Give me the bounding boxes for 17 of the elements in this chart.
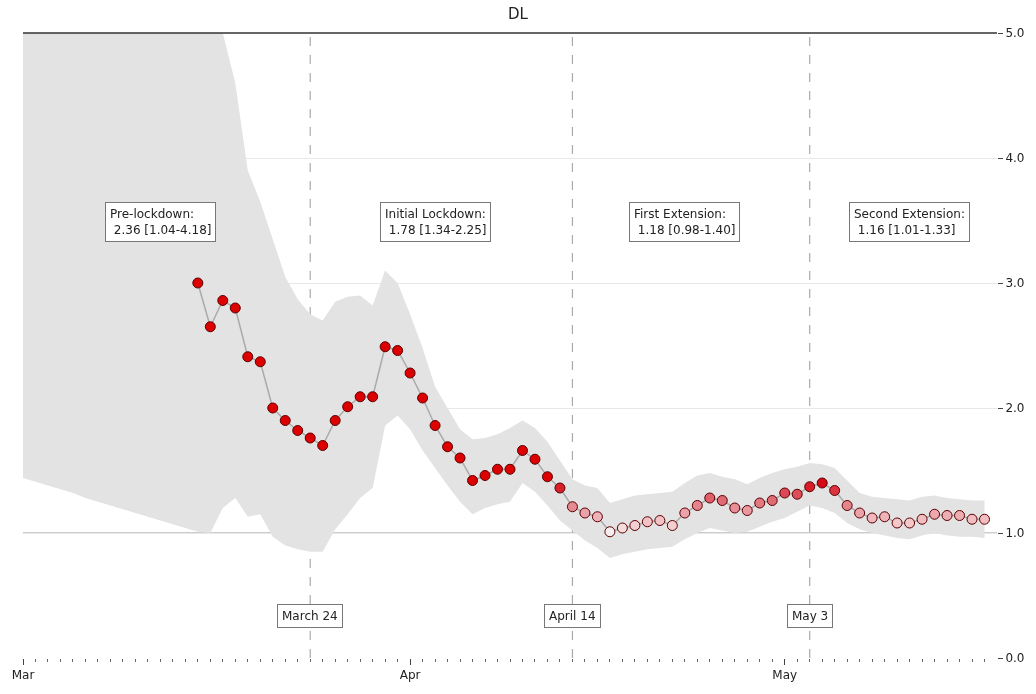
chart-title: DL [508,4,529,23]
y-tick-label: 1.0 [1005,526,1025,541]
x-tick-label: May [772,668,798,683]
y-tick-label: 3.0 [1005,276,1025,291]
annotation: Second Extension: 1.16 [1.01-1.33] [854,207,965,237]
ref-line-label: April 14 [549,609,596,623]
y-tick-label: 2.0 [1005,401,1025,416]
x-tick-label: Mar [11,668,35,683]
ref-line-label: March 24 [282,609,338,623]
y-tick-label: 0.0 [1005,651,1025,666]
y-tick-label: 5.0 [1005,26,1025,41]
y-tick-label: 4.0 [1005,151,1025,166]
x-tick-label: Apr [399,668,421,683]
annotation: First Extension: 1.18 [0.98-1.40] [634,207,736,237]
ref-line-label: May 3 [792,609,829,623]
annotation: Pre-lockdown: 2.36 [1.04-4.18] [110,207,212,237]
annotation: Initial Lockdown: 1.78 [1.34-2.25] [385,207,487,237]
